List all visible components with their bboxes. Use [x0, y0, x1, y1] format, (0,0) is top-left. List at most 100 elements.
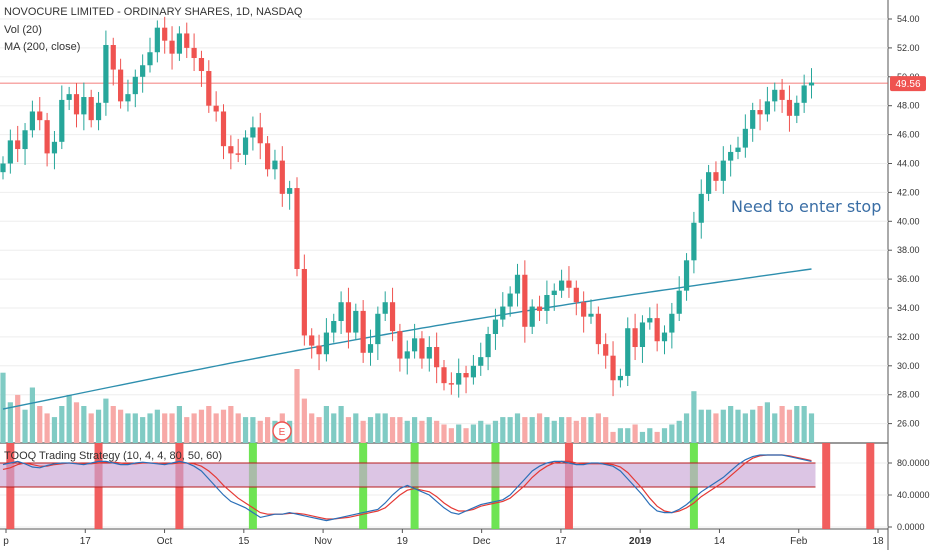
time-tick-label: 14: [714, 536, 726, 547]
volume-bar: [750, 409, 756, 443]
volume-bar: [544, 417, 550, 443]
volume-legend[interactable]: Vol (20): [4, 24, 42, 36]
time-tick-label: p: [3, 536, 9, 547]
candle-body: [603, 344, 609, 356]
ma-legend[interactable]: MA (200, close): [4, 41, 81, 53]
volume-bar: [441, 424, 447, 443]
candle-body: [265, 143, 271, 170]
candle-body: [331, 321, 337, 333]
volume-bar: [37, 406, 43, 443]
candle-body: [397, 331, 403, 359]
volume-bar: [522, 417, 528, 443]
oscillator-line-k: [2, 454, 812, 522]
time-tick-label: 19: [397, 536, 409, 547]
symbol-title[interactable]: NOVOCURE LIMITED - ORDINARY SHARES, 1D, …: [4, 6, 303, 18]
time-tick-label: Feb: [790, 536, 808, 547]
volume-bar: [375, 413, 381, 443]
volume-bar: [801, 406, 807, 443]
candle-body: [95, 102, 102, 121]
price-tick-label: 42.00: [897, 187, 920, 197]
volume-bar: [706, 409, 712, 443]
volume-bar: [625, 428, 631, 443]
candle-body: [559, 280, 565, 291]
oscillator-legend[interactable]: TOOQ Trading Strategy (10, 4, 4, 80, 50,…: [4, 450, 223, 462]
candle-body: [29, 111, 35, 131]
candle-body: [639, 322, 646, 348]
candle-body: [713, 172, 719, 181]
candle-body: [147, 52, 153, 66]
volume-bar: [507, 417, 513, 443]
candle-body: [191, 47, 197, 59]
volume-bar: [742, 413, 748, 443]
candle-body: [647, 318, 653, 323]
volume-bar: [456, 424, 462, 443]
earnings-circle: [272, 421, 292, 441]
volume-bar: [728, 406, 734, 443]
candle-body: [566, 280, 572, 288]
time-tick-label: 17: [80, 536, 92, 547]
volume-bar: [353, 413, 359, 443]
volume-bar: [169, 413, 175, 443]
volume-bar: [478, 420, 484, 443]
volume-bar: [551, 420, 557, 443]
volume-bar: [198, 409, 205, 443]
volume-bar: [676, 420, 682, 443]
earnings-marker[interactable]: E: [272, 421, 292, 441]
volume-bar: [617, 428, 623, 443]
candle-body: [132, 76, 138, 95]
volume-bar: [448, 428, 454, 443]
candle-body: [154, 27, 160, 53]
volume-bar: [794, 406, 800, 443]
candle-body: [492, 319, 499, 335]
volume-bar: [419, 420, 425, 443]
volume-bar: [603, 417, 609, 443]
volume-bar: [661, 428, 668, 443]
candle-body: [625, 328, 631, 376]
volume-bar: [559, 417, 565, 443]
volume-bar: [764, 402, 770, 443]
oscillator-axis[interactable]: 80.0000 40.0000 0.0000: [888, 458, 930, 532]
volume-bar: [44, 413, 50, 443]
candle-body: [15, 140, 21, 150]
volume-bar: [220, 409, 227, 443]
chart-annotation[interactable]: Need to enter stop: [731, 197, 882, 216]
candle-body: [654, 318, 660, 342]
candle-body: [419, 338, 425, 359]
candle-body: [456, 373, 462, 385]
time-axis[interactable]: p 17 Oct 15 Nov 19 Dec 17 2019 14 Feb 18: [3, 529, 884, 547]
last-price-badge: 49.56: [890, 76, 926, 92]
volume-bar: [51, 417, 58, 443]
candle-body: [698, 193, 704, 223]
candle-body: [353, 310, 359, 333]
candle-body: [448, 383, 454, 385]
volume-bar: [647, 428, 653, 443]
price-tick-label: 36.00: [897, 274, 920, 284]
candle-body: [632, 328, 638, 348]
candle-body: [59, 99, 65, 142]
candle-body: [345, 302, 352, 333]
candle-body: [279, 160, 285, 194]
volume-bar: [470, 424, 476, 443]
candle-body: [125, 94, 131, 102]
candle-body: [382, 302, 388, 314]
volume-bar: [301, 398, 307, 443]
volume-bar: [59, 406, 65, 443]
candle-body: [206, 71, 212, 106]
time-tick-label: 2019: [629, 536, 652, 547]
volume-bar: [191, 413, 197, 443]
volume-bar: [485, 424, 491, 443]
time-tick-label: Dec: [473, 536, 491, 547]
volume-bar: [81, 406, 87, 443]
candle-body: [434, 347, 440, 368]
candle-body: [103, 45, 109, 103]
price-tick-label: 52.00: [897, 43, 920, 53]
time-tick-label: Oct: [157, 536, 173, 547]
volume-bar: [786, 409, 793, 443]
candle-body: [588, 313, 594, 317]
oscillator-tick-label: 80.0000: [897, 458, 930, 468]
volume-bar: [779, 406, 785, 443]
earnings-letter: E: [279, 427, 286, 438]
price-tick-label: 26.00: [897, 419, 920, 429]
candle-body: [162, 27, 168, 41]
